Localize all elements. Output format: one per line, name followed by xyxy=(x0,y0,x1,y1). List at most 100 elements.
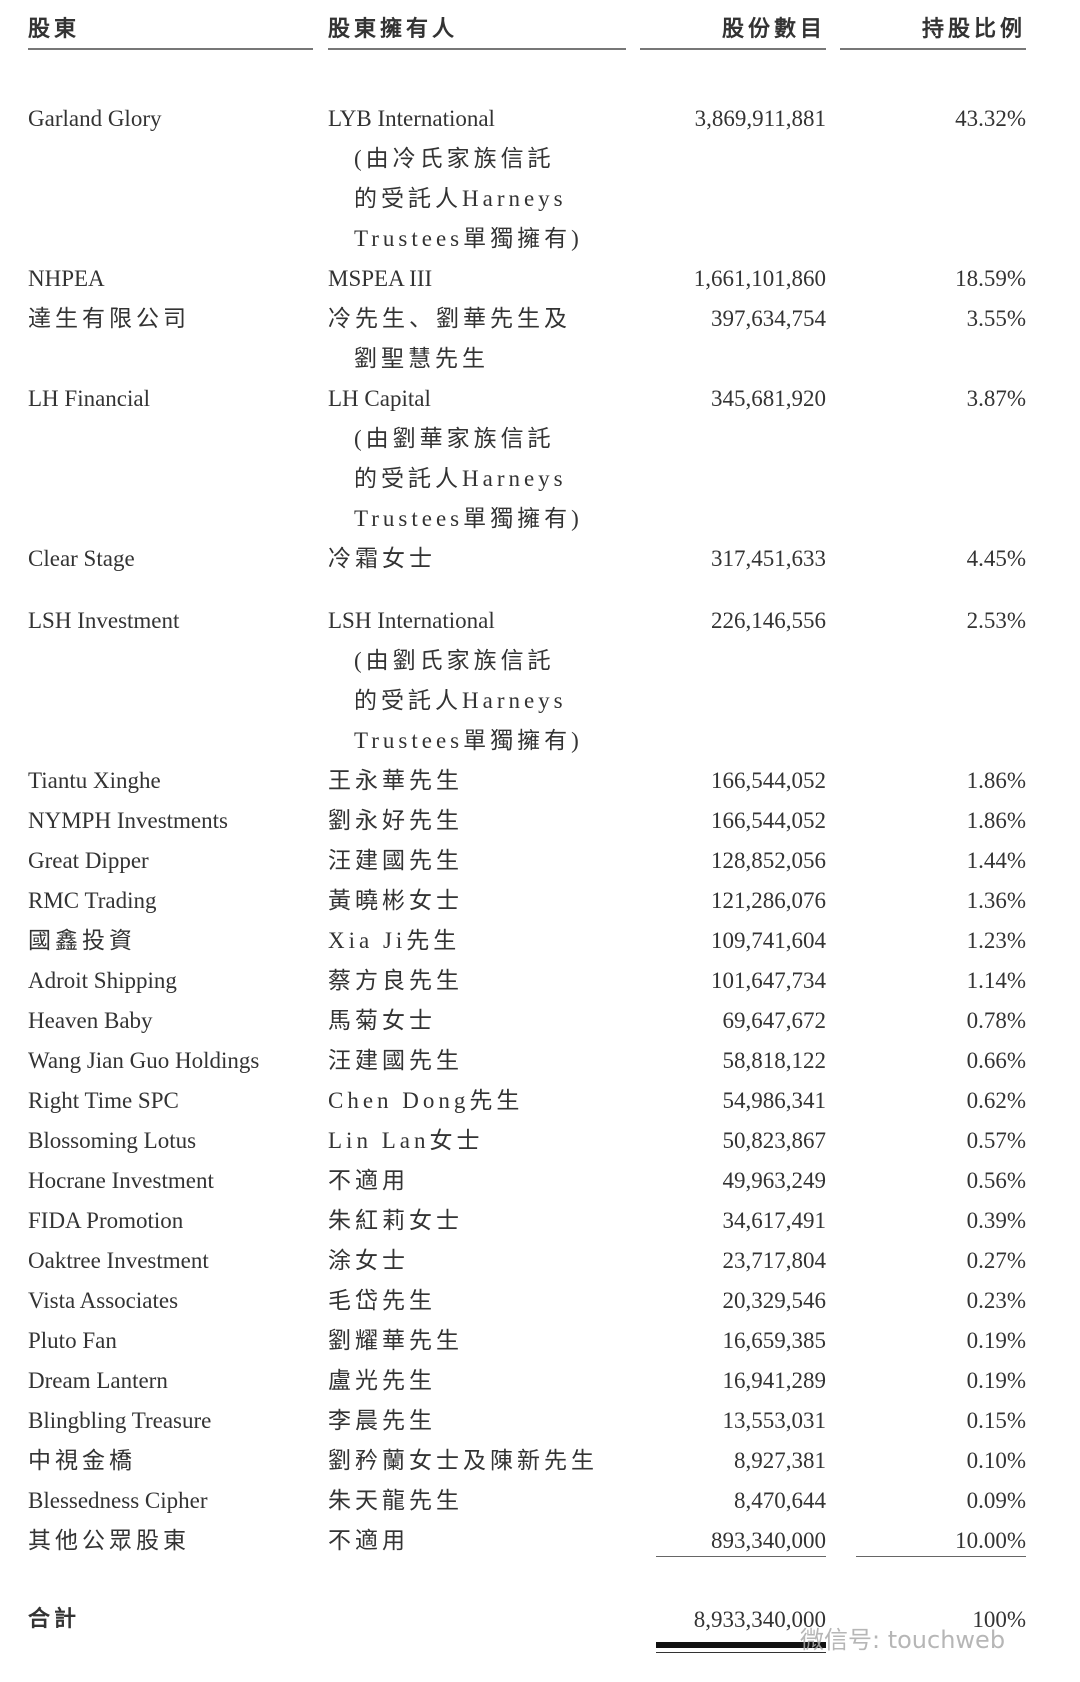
share-percentage: 43.32% xyxy=(955,106,1026,131)
table-row: 國鑫投資 Xia Ji先生 109,741,604 1.23% xyxy=(0,921,1080,961)
shareholder-name: 中視金橋 xyxy=(28,1448,136,1473)
shareholder-name: FIDA Promotion xyxy=(28,1208,184,1233)
table-row: Blessedness Cipher 朱天龍先生 8,470,644 0.09% xyxy=(0,1481,1080,1521)
share-percentage: 1.14% xyxy=(966,968,1026,993)
owner-cell: 劉矜蘭女士及陳新先生 xyxy=(328,1441,598,1481)
shareholder-name: Vista Associates xyxy=(28,1288,179,1313)
share-percentage: 0.62% xyxy=(966,1088,1026,1113)
shareholder-name: Wang Jian Guo Holdings xyxy=(28,1048,260,1073)
share-percentage: 1.86% xyxy=(966,808,1026,833)
share-count: 166,544,052 xyxy=(711,768,826,793)
owner-line: 汪建國先生 xyxy=(328,1048,463,1073)
owner-line: LYB International xyxy=(328,106,495,131)
share-count: 226,146,556 xyxy=(711,608,826,633)
share-count: 23,717,804 xyxy=(722,1248,827,1273)
share-percentage: 0.19% xyxy=(966,1328,1026,1353)
owner-line: Lin Lan女士 xyxy=(328,1128,484,1153)
share-count: 128,852,056 xyxy=(711,848,826,873)
share-count: 13,553,031 xyxy=(722,1408,827,1433)
table-row: Hocrane Investment 不適用 49,963,249 0.56% xyxy=(0,1161,1080,1201)
owner-line: Trustees單獨擁有) xyxy=(354,728,583,753)
share-percentage: 1.23% xyxy=(966,928,1026,953)
owner-cell: Chen Dong先生 xyxy=(328,1081,523,1121)
share-count: 397,634,754 xyxy=(711,306,826,331)
owner-cell: Lin Lan女士 xyxy=(328,1121,483,1161)
total-shares: 8,933,340,000 xyxy=(693,1607,826,1632)
owner-line: (由劉華家族信託 xyxy=(354,426,555,451)
shareholder-name: Dream Lantern xyxy=(28,1368,168,1393)
table-row: Blossoming Lotus Lin Lan女士 50,823,867 0.57% xyxy=(0,1121,1080,1161)
share-count: 16,941,289 xyxy=(722,1368,827,1393)
owner-line: 蔡方良先生 xyxy=(328,968,463,993)
owner-cell: 冷先生、劉華先生及 劉聖慧先生 xyxy=(328,299,571,379)
owner-cell: 朱紅莉女士 xyxy=(328,1201,463,1241)
share-count: 101,647,734 xyxy=(711,968,826,993)
share-percentage: 0.78% xyxy=(966,1008,1026,1033)
shareholder-name: Garland Glory xyxy=(28,106,162,131)
owner-cell: 毛岱先生 xyxy=(328,1281,436,1321)
table-row: Dream Lantern 盧光先生 16,941,289 0.19% xyxy=(0,1361,1080,1401)
owner-line: 毛岱先生 xyxy=(328,1288,436,1313)
owner-line: 的受託人Harneys xyxy=(354,688,567,713)
share-count: 54,986,341 xyxy=(722,1088,827,1113)
table-row: 其他公眾股東 不適用 893,340,000 10.00% xyxy=(0,1521,1080,1561)
share-count: 16,659,385 xyxy=(722,1328,827,1353)
owner-cell: 王永華先生 xyxy=(328,761,463,801)
owner-cell: 汪建國先生 xyxy=(328,1041,463,1081)
share-percentage: 3.55% xyxy=(966,306,1026,331)
owner-line: 朱天龍先生 xyxy=(328,1488,463,1513)
owner-line: 汪建國先生 xyxy=(328,848,463,873)
table-row: Clear Stage 冷霜女士 317,451,633 4.45% xyxy=(0,539,1080,579)
owner-cell: 黃曉彬女士 xyxy=(328,881,463,921)
table-row: Tiantu Xinghe 王永華先生 166,544,052 1.86% xyxy=(0,761,1080,801)
shareholder-name: RMC Trading xyxy=(28,888,157,913)
share-count: 3,869,911,881 xyxy=(694,106,826,131)
shareholder-name: 國鑫投資 xyxy=(28,928,136,953)
owner-cell: LH Capital (由劉華家族信託 的受託人Harneys Trustees單獨擁… xyxy=(328,379,583,539)
watermark: 微信号: touchweb xyxy=(800,1626,1006,1654)
share-percentage: 18.59% xyxy=(955,266,1026,291)
shareholder-name: Right Time SPC xyxy=(28,1088,179,1113)
table-row: FIDA Promotion 朱紅莉女士 34,617,491 0.39% xyxy=(0,1201,1080,1241)
share-percentage: 0.10% xyxy=(966,1448,1026,1473)
owner-line: Trustees單獨擁有) xyxy=(354,506,583,531)
owner-line: Xia Ji先生 xyxy=(328,928,461,953)
share-count: 8,470,644 xyxy=(734,1488,826,1513)
share-percentage: 0.39% xyxy=(966,1208,1026,1233)
shareholder-name: 其他公眾股東 xyxy=(28,1528,190,1553)
owner-line: 的受託人Harneys xyxy=(354,466,567,491)
shareholder-name: Blossoming Lotus xyxy=(28,1128,197,1153)
shareholder-name: NHPEA xyxy=(28,266,105,291)
share-count: 109,741,604 xyxy=(711,928,826,953)
header-percentage: 持股比例 xyxy=(840,12,1026,50)
owner-cell: 劉耀華先生 xyxy=(328,1321,463,1361)
owner-cell: MSPEA III xyxy=(328,259,432,299)
share-percentage: 0.09% xyxy=(966,1488,1026,1513)
table-row: Garland Glory LYB International (由冷氏家族信託 的受… xyxy=(0,99,1080,259)
owner-line: 不適用 xyxy=(328,1168,409,1193)
owner-line: 涂女士 xyxy=(328,1248,409,1273)
table-row: Pluto Fan 劉耀華先生 16,659,385 0.19% xyxy=(0,1321,1080,1361)
table-row: Blingbling Treasure 李晨先生 13,553,031 0.15% xyxy=(0,1401,1080,1441)
owner-cell: 李晨先生 xyxy=(328,1401,436,1441)
table-row: Wang Jian Guo Holdings 汪建國先生 58,818,122 0.6… xyxy=(0,1041,1080,1081)
shareholder-name: LH Financial xyxy=(28,386,150,411)
share-count: 121,286,076 xyxy=(711,888,826,913)
shareholder-name: Heaven Baby xyxy=(28,1008,153,1033)
share-percentage: 0.27% xyxy=(966,1248,1026,1273)
owner-line: Trustees單獨擁有) xyxy=(354,226,583,251)
share-count: 20,329,546 xyxy=(722,1288,827,1313)
owner-line: 朱紅莉女士 xyxy=(328,1208,463,1233)
table-row: Oaktree Investment 涂女士 23,717,804 0.27% xyxy=(0,1241,1080,1281)
shareholder-name: 達生有限公司 xyxy=(28,306,190,331)
share-percentage: 4.45% xyxy=(966,546,1026,571)
shareholder-name: Clear Stage xyxy=(28,546,135,571)
owner-cell: LSH International (由劉氏家族信託 的受託人Harneys Trus… xyxy=(328,601,583,761)
table-row: RMC Trading 黃曉彬女士 121,286,076 1.36% xyxy=(0,881,1080,921)
share-percentage: 1.36% xyxy=(966,888,1026,913)
owner-line: 劉聖慧先生 xyxy=(354,346,489,371)
share-percentage: 0.19% xyxy=(966,1368,1026,1393)
owner-cell: 汪建國先生 xyxy=(328,841,463,881)
owner-line: 馬菊女士 xyxy=(328,1008,436,1033)
owner-cell: 盧光先生 xyxy=(328,1361,436,1401)
